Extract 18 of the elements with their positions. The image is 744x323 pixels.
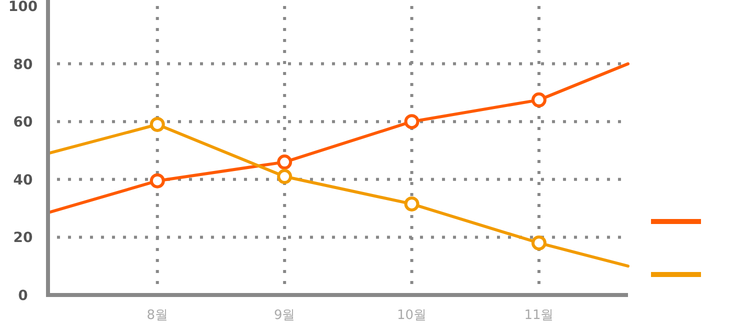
x-tick-label: 9월: [274, 308, 296, 323]
point: [531, 92, 546, 108]
point: [150, 116, 165, 132]
x-tick-label: 11월: [524, 308, 554, 323]
point: [404, 114, 420, 130]
x-tick-label: 10월: [397, 308, 427, 323]
y-tick-label: 80: [13, 56, 33, 73]
y-tick-label: 100: [8, 0, 38, 15]
point: [277, 154, 292, 170]
point: [277, 169, 292, 184]
y-tick-label: 20: [13, 230, 33, 246]
point: [150, 173, 165, 188]
y-tick-label: 0: [18, 288, 28, 304]
y-tick-label: 40: [13, 172, 33, 188]
x-tick-label: 8월: [146, 308, 168, 323]
point: [404, 196, 420, 212]
y-tick-label: 60: [13, 114, 33, 131]
point: [531, 235, 546, 250]
